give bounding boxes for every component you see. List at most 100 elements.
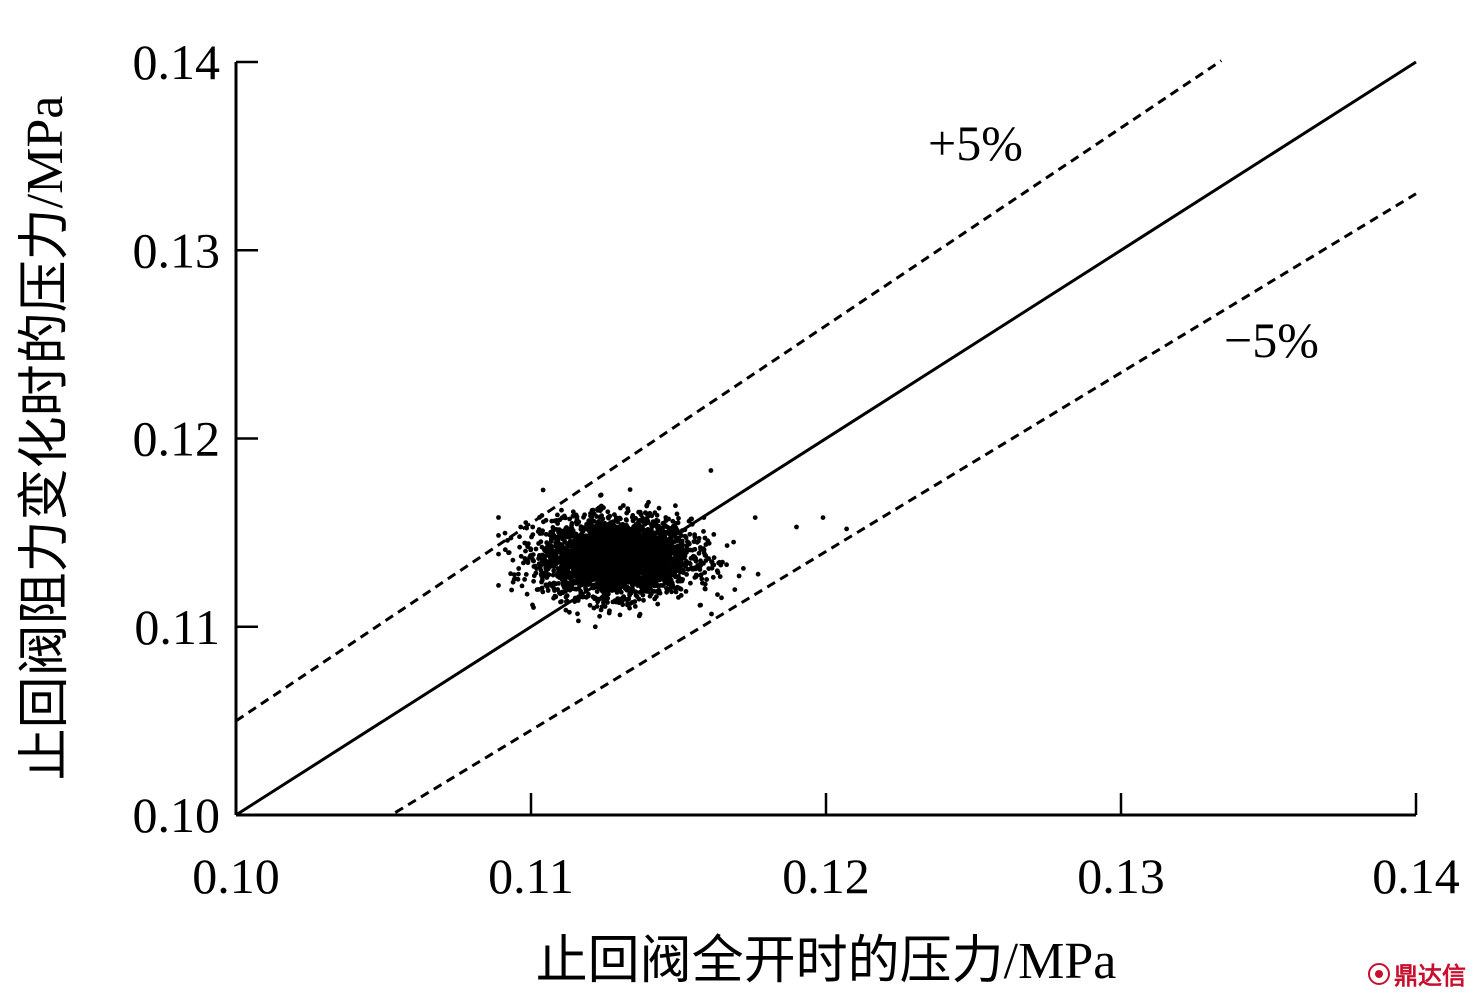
data-point <box>654 594 659 599</box>
data-point <box>594 557 600 563</box>
data-point <box>554 518 559 523</box>
x-tick-label: 0.11 <box>488 848 574 904</box>
data-point <box>606 591 611 597</box>
data-point <box>687 561 693 567</box>
data-point <box>629 600 635 605</box>
data-point <box>688 580 693 586</box>
data-point <box>605 509 611 515</box>
data-point <box>538 539 544 545</box>
data-point <box>671 546 677 552</box>
data-point <box>643 579 649 585</box>
data-point <box>711 555 717 561</box>
data-point <box>575 611 580 617</box>
data-point <box>595 596 600 602</box>
data-point <box>583 576 589 581</box>
x-tick-label: 0.12 <box>782 848 870 904</box>
data-point <box>605 595 611 601</box>
data-point <box>562 558 568 564</box>
data-point <box>543 531 549 537</box>
data-point <box>660 547 666 552</box>
x-tick-label: 0.14 <box>1372 848 1460 904</box>
data-point <box>636 529 642 535</box>
data-point <box>530 552 536 557</box>
data-point <box>540 528 545 534</box>
data-point <box>662 530 668 536</box>
data-point <box>673 503 678 509</box>
data-point <box>635 581 641 586</box>
data-point <box>686 518 692 524</box>
data-point <box>551 568 557 574</box>
data-point <box>643 510 648 516</box>
data-point <box>606 610 612 616</box>
data-point <box>664 586 669 591</box>
data-point <box>698 572 703 578</box>
data-point <box>496 515 501 520</box>
data-point <box>659 566 665 572</box>
data-point <box>696 550 702 556</box>
data-point <box>574 516 580 522</box>
data-point <box>543 562 549 567</box>
data-point <box>649 536 655 542</box>
data-point <box>496 533 501 538</box>
data-point <box>600 536 606 542</box>
data-point <box>576 585 582 591</box>
data-point <box>615 519 620 525</box>
data-point <box>629 530 635 536</box>
data-point <box>651 589 657 594</box>
data-point <box>668 577 674 583</box>
data-point <box>632 604 638 609</box>
data-point <box>701 515 707 520</box>
data-point <box>540 487 546 493</box>
data-point <box>578 549 584 555</box>
data-point <box>574 579 580 585</box>
data-point <box>677 565 683 571</box>
data-point <box>552 588 557 593</box>
data-point <box>643 516 649 522</box>
data-point <box>567 575 572 581</box>
data-point <box>612 568 618 574</box>
data-point <box>617 570 622 576</box>
data-point <box>574 567 580 573</box>
data-point <box>724 562 729 568</box>
ticks: 0.10 0.11 0.12 0.13 0.14 0.10 0.11 0.12 0.13 0.14 <box>133 34 1460 904</box>
data-point <box>559 528 565 534</box>
data-point <box>553 527 559 532</box>
data-point <box>657 543 662 549</box>
data-point <box>701 550 707 556</box>
data-point <box>539 574 545 579</box>
data-point <box>674 536 680 542</box>
data-point <box>531 605 536 610</box>
data-point <box>678 593 684 598</box>
data-point <box>519 583 525 589</box>
data-point <box>636 539 641 545</box>
data-point <box>667 560 673 566</box>
data-point <box>575 535 581 541</box>
data-point <box>644 589 649 594</box>
data-point <box>690 565 695 571</box>
data-point <box>599 594 605 600</box>
data-point <box>572 595 578 601</box>
data-point <box>755 571 761 577</box>
data-point <box>650 556 656 562</box>
data-point <box>640 547 646 553</box>
data-point <box>676 585 682 591</box>
data-point <box>623 560 629 565</box>
data-point <box>644 502 650 508</box>
minus-5-percent-line <box>394 192 1417 814</box>
data-point <box>555 573 560 579</box>
data-point <box>502 530 508 536</box>
data-point <box>594 589 600 594</box>
data-point <box>606 577 612 582</box>
data-point <box>609 561 614 566</box>
data-point <box>719 595 724 601</box>
data-point <box>640 588 645 594</box>
data-point <box>545 588 551 593</box>
data-point <box>599 513 604 518</box>
data-point <box>569 570 575 575</box>
data-point <box>574 547 580 553</box>
data-point <box>508 535 514 541</box>
data-point <box>619 547 624 552</box>
watermark: 鼎达信 <box>1368 956 1466 991</box>
data-point <box>680 577 685 582</box>
